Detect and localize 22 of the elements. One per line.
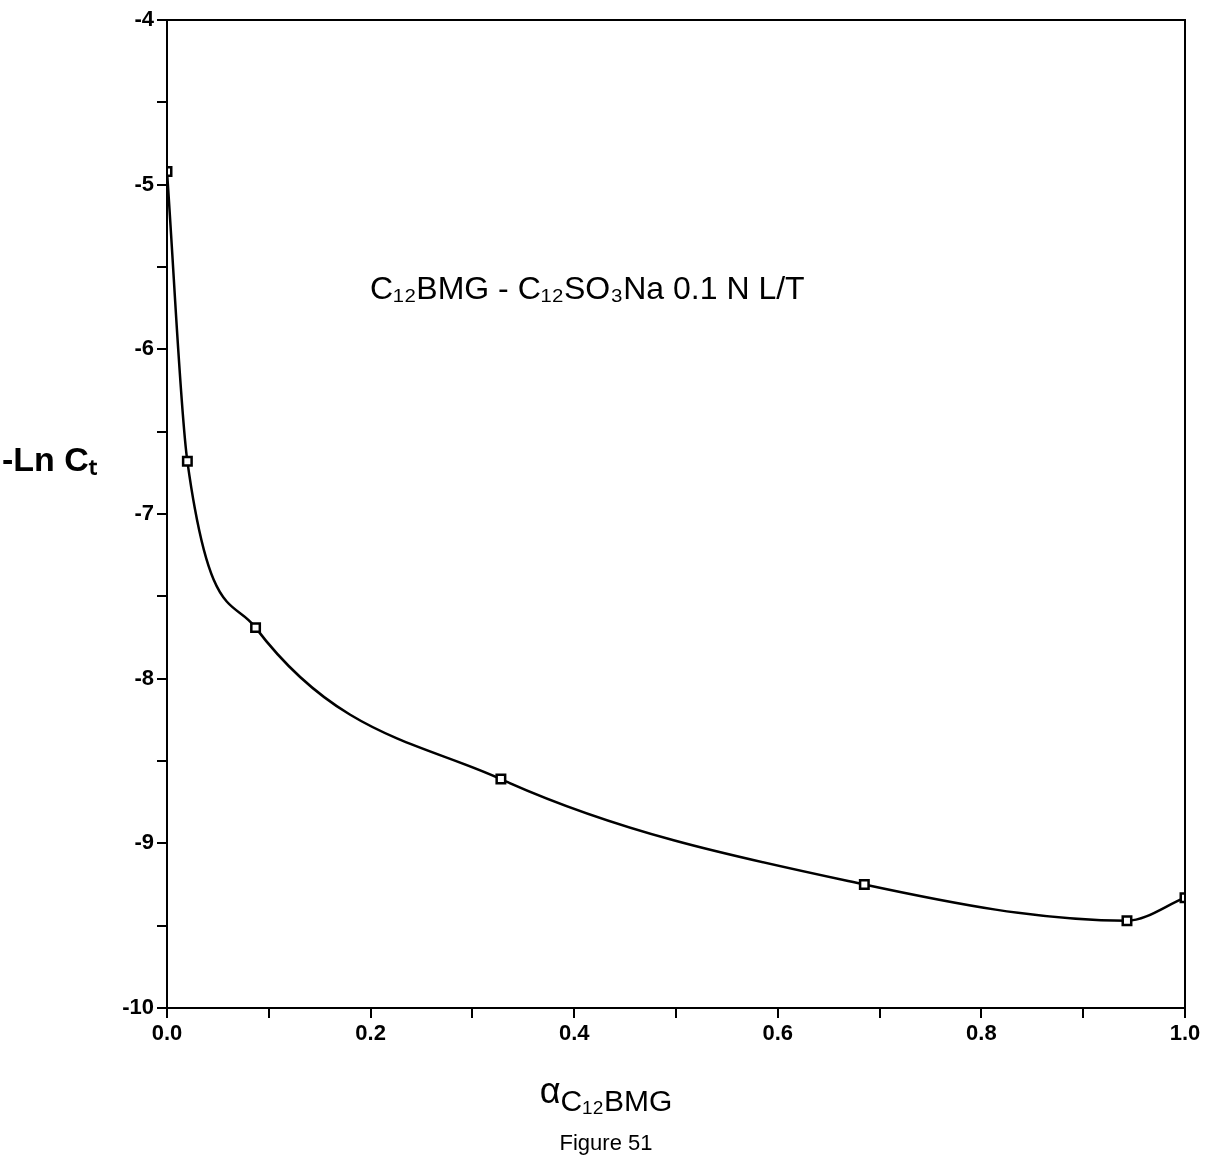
annotation: C₁₂BMG - C₁₂SO₃Na 0.1 N L/T xyxy=(370,270,805,307)
y-tick-label: -8 xyxy=(134,664,154,690)
y-axis-title: -Ln Cₜ xyxy=(2,439,97,480)
x-tick-label: 0.2 xyxy=(355,1020,386,1046)
y-tick-label: -4 xyxy=(134,6,155,32)
point xyxy=(1121,915,1133,927)
x-tick-label: 0.8 xyxy=(966,1020,997,1046)
point xyxy=(181,455,193,467)
y-tick-label: -5 xyxy=(134,170,154,196)
y-tick-label: -7 xyxy=(134,500,154,526)
x-tick-label: 1.0 xyxy=(1169,1020,1201,1046)
point xyxy=(250,622,262,634)
x-axis-title: α$_{C₁₂BMG}$ xyxy=(538,1070,674,1119)
y-tick-label: -9 xyxy=(134,829,154,855)
y-tick-label: -6 xyxy=(134,335,154,361)
point xyxy=(495,773,507,785)
x-tick-label: 0.6 xyxy=(762,1020,794,1046)
x-tick-label: 0.4 xyxy=(558,1020,591,1046)
caption: Figure 51 xyxy=(558,1130,654,1156)
x-tick-label: 0.0 xyxy=(151,1020,183,1046)
y-tick-label: -10 xyxy=(122,994,154,1020)
point xyxy=(858,879,870,890)
